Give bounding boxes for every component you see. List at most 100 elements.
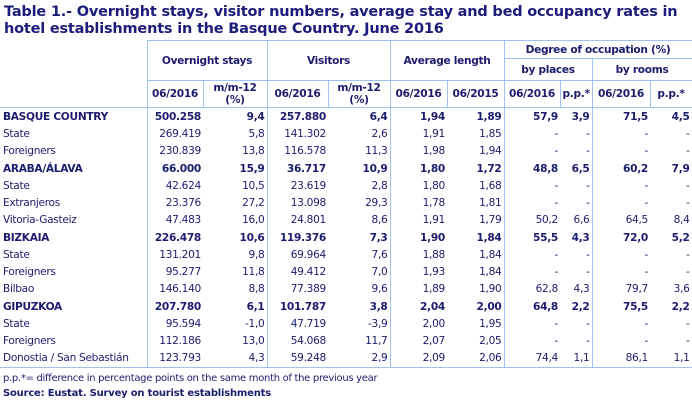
cell-value: 86,1 [592,350,650,368]
cell-value: 2,09 [390,350,447,368]
cell-value: - [650,178,692,195]
row-label: GIPUZKOA [0,298,148,316]
subheader: 06/2016 [266,80,329,108]
cell-value: 9,4 [203,107,268,126]
cell-value: 10,6 [203,229,268,247]
cell-value: - [644,197,648,209]
cell-value: - [644,266,648,278]
cell-value: 112.186 [159,335,201,347]
table-row: Foreigners 230.839 13,8 116.578 11,3 1,98 1,94… [0,143,692,160]
cell-value: 1,95 [447,316,505,333]
cell-value: -1,0 [203,316,268,333]
cell-value: - [554,128,558,140]
subheader: p.p.* [649,80,692,108]
cell-value: 47.719 [290,318,327,330]
cell-value: 8,6 [328,212,391,229]
table-row: State 131.201 9,8 69.964 7,6 1,88 1,84- - - - [0,247,692,264]
cell-value: - [650,333,692,350]
cell-value: 62,8 [535,283,559,295]
cell-value: 48,8 [533,162,558,175]
cell-value: 24.801 [290,214,327,226]
cell-value: 1,94 [447,143,505,160]
header-by-rooms: by rooms [591,58,692,81]
cell-value: 146.140 [159,283,201,295]
subheader: m/m-12 (%) [202,80,268,108]
cell-value: 29,3 [328,195,391,212]
row-label: Vitoria-Gasteiz [0,212,148,229]
cell-value: 1,98 [422,145,446,157]
cell-value: 57,9 [533,110,558,123]
cell-value: 1,80 [422,180,446,192]
subheader: 06/2016 [389,80,448,108]
header-degree: Degree of occupation (%) [503,40,692,59]
subheader: m/m-12 (%) [327,80,391,108]
cell-value: - [560,195,593,212]
cell-value: 1,1 [560,350,593,368]
cell-value: - [560,178,593,195]
footnote: p.p.*= difference in percentage points o… [3,373,378,384]
cell-value: 4,3 [203,350,268,368]
cell-value: 42.624 [165,180,202,192]
cell-value: 8,8 [203,281,268,298]
cell-value: 2,2 [560,298,593,316]
row-label: State [0,126,148,143]
cell-value: 23.619 [290,180,327,192]
cell-value: 2,2 [650,298,692,316]
cell-value: 1,94 [420,110,445,123]
cell-value: 79,7 [625,283,649,295]
cell-value: 36.717 [286,162,326,175]
cell-value: 4,5 [650,107,692,126]
cell-value: 11,7 [328,333,391,350]
cell-value: 1,79 [447,212,505,229]
table-row: BASQUE COUNTRY 500.258 9,4 257.880 6,4 1,94 1,… [0,107,692,126]
cell-value: 6,5 [560,160,593,178]
cell-value: - [560,316,593,333]
cell-value: - [560,264,593,281]
cell-value: - [650,316,692,333]
cell-value: 119.376 [279,231,326,244]
cell-value: - [554,145,558,157]
cell-value: - [650,247,692,264]
cell-value: 11,3 [328,143,391,160]
cell-value: - [554,249,558,261]
cell-value: - [554,318,558,330]
row-label: Donostia / San Sebastián [0,350,148,368]
cell-value: - [644,318,648,330]
table-row: Vitoria-Gasteiz 47.483 16,0 24.801 8,6 1,91 1,… [0,212,692,229]
cell-value: 27,2 [203,195,268,212]
cell-value: 1,91 [422,214,446,226]
cell-value: 54.068 [290,335,327,347]
cell-value: 4,3 [560,281,593,298]
cell-value: 1,90 [420,231,445,244]
header-by-places: by places [503,58,593,81]
cell-value: 123.793 [147,350,203,368]
table-row: State 95.594 -1,0 47.719 -3,9 2,00 1,95- - - - [0,316,692,333]
cell-value: 66.000 [161,162,201,175]
cell-value: 1,1 [650,350,692,368]
row-label: Foreigners [0,333,148,350]
cell-value: 1,68 [447,178,505,195]
cell-value: 3,6 [650,281,692,298]
cell-value: - [644,335,648,347]
cell-value: 1,72 [447,160,505,178]
cell-value: 1,84 [447,264,505,281]
cell-value: 59.248 [267,350,328,368]
cell-value: 2,9 [328,350,391,368]
cell-value: 2,06 [447,350,505,368]
cell-value: 49.412 [290,266,327,278]
cell-value: 9,8 [203,247,268,264]
cell-value: 72,0 [623,231,648,244]
cell-value: 1,84 [447,247,505,264]
cell-value: - [560,126,593,143]
cell-value: 1,84 [447,229,505,247]
cell-value: 74,4 [504,350,560,368]
cell-value: 5,8 [203,126,268,143]
cell-value: 47.483 [165,214,202,226]
subheader: p.p.* [559,80,593,108]
table-row: BIZKAIA 226.478 10,6 119.376 7,3 1,90 1,84 55,5… [0,229,692,247]
header-blank [0,80,147,108]
cell-value: 50,2 [535,214,559,226]
cell-value: 7,6 [328,247,391,264]
cell-value: 1,93 [422,266,446,278]
cell-value: 75,5 [623,300,648,313]
